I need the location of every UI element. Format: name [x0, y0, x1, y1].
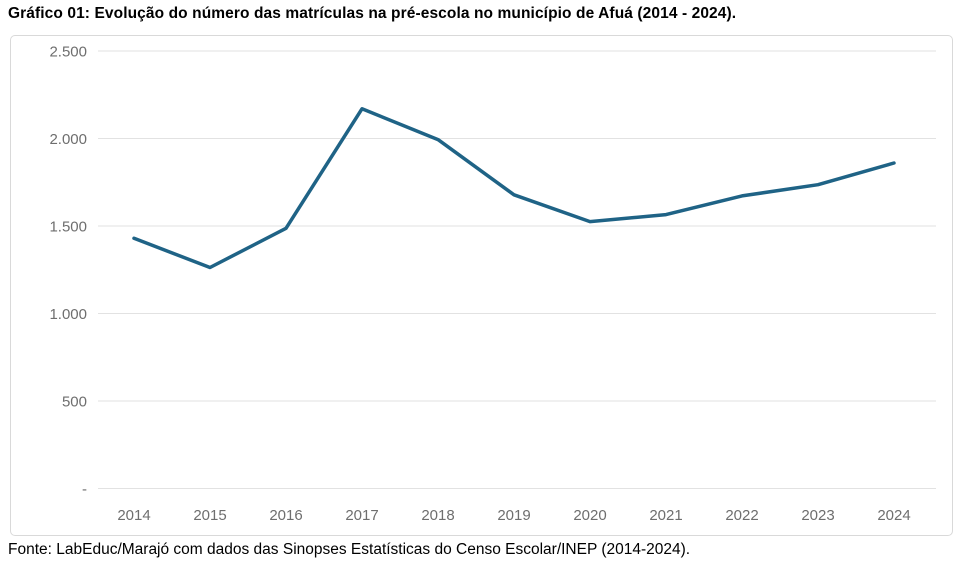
x-tick-label: 2024 [877, 507, 910, 524]
x-tick-label: 2019 [497, 507, 530, 524]
x-tick-label: 2021 [649, 507, 682, 524]
y-axis-tick-labels: 2.500 2.000 1.500 1.000 500 - [49, 43, 87, 498]
x-tick-label: 2016 [269, 507, 302, 524]
enrollment-series-line [132, 107, 896, 270]
y-tick-label: - [82, 481, 87, 498]
x-tick-label: 2020 [573, 507, 606, 524]
y-tick-label: 2.000 [49, 131, 87, 148]
x-tick-label: 2017 [345, 507, 378, 524]
x-tick-label: 2022 [725, 507, 758, 524]
chart-frame: 2.500 2.000 1.500 1.000 500- 2014 2015 2016 201… [10, 35, 953, 536]
y-tick-label: 1.000 [49, 306, 87, 323]
x-tick-label: 2023 [801, 507, 834, 524]
y-tick-label: 2.500 [49, 43, 87, 60]
y-tick-label: 500 [62, 393, 87, 410]
x-tick-label: 2015 [193, 507, 226, 524]
x-tick-label: 2018 [421, 507, 454, 524]
source-note: Fonte: LabEduc/Marajó com dados das Sino… [8, 541, 691, 558]
gridlines [98, 50, 936, 489]
x-axis-tick-labels: 2014 2015 2016 2017 2018 2019 2020 2021 2022 2023… [117, 507, 910, 524]
y-tick-label: 1.500 [49, 218, 87, 235]
x-tick-label: 2014 [117, 507, 150, 524]
chart-title: Gráfico 01: Evolução do número das matrí… [8, 5, 737, 22]
